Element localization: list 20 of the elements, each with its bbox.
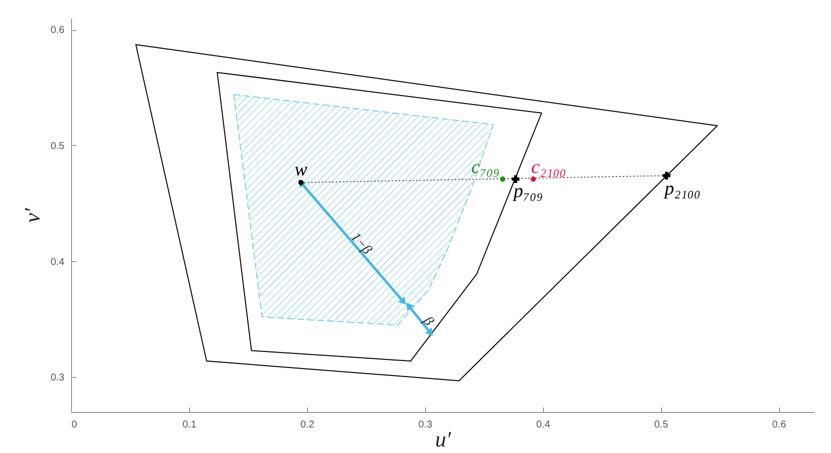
x-tick-label: 0	[72, 420, 78, 430]
annotation: 1−β	[347, 230, 374, 258]
x-axis-title: u′	[435, 426, 452, 452]
y-tick-label: 0.6	[50, 25, 65, 36]
y-axis-title: v′	[20, 207, 45, 223]
x-tick-label: 0.2	[300, 420, 315, 430]
y-tick-label: 0.4	[50, 256, 65, 268]
y-tick-label: 0.5	[50, 140, 65, 152]
annotation: β	[419, 313, 436, 329]
series-label: c₇₀₉	[471, 157, 500, 178]
y-tick-label: 0.3	[50, 372, 65, 384]
series-label: w	[294, 160, 308, 181]
x-tick-label: 0.6	[772, 420, 787, 430]
x-tick-label: 0.4	[536, 420, 551, 430]
series-label: p₂₁₀₀	[662, 178, 700, 200]
x-tick-label: 0.3	[418, 420, 433, 430]
x-tick-label: 0.1	[182, 420, 197, 430]
series-label: c₂₁₀₀	[531, 157, 566, 178]
series-label: p₇₀₉	[512, 181, 543, 202]
x-tick-label: 0.5	[654, 420, 669, 430]
